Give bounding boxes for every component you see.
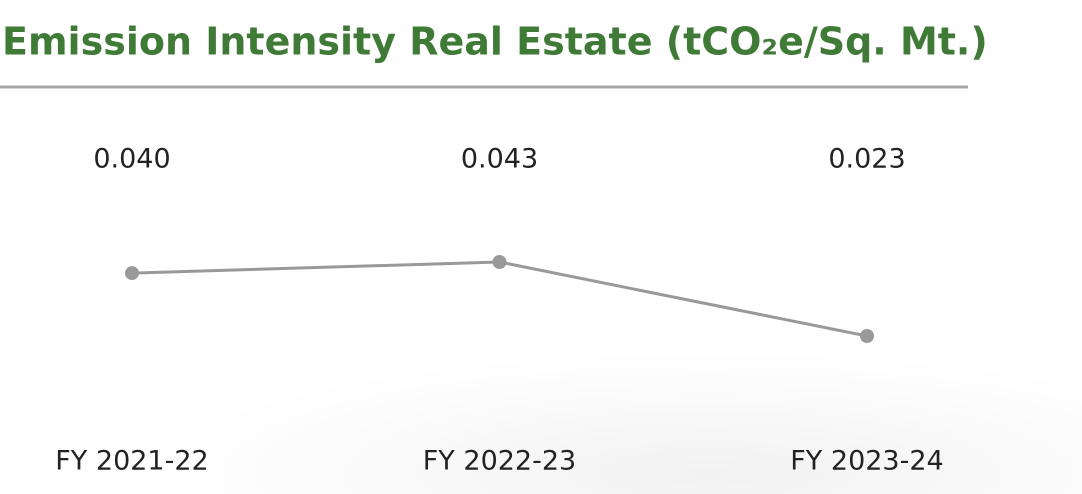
value-label: 0.040 [93, 144, 170, 175]
point [492, 255, 507, 269]
x-tick-label: FY 2023-24 [790, 446, 943, 477]
x-tick-label: FY 2021-22 [55, 446, 208, 477]
point [860, 329, 874, 343]
x-tick-label: FY 2022-23 [423, 446, 576, 477]
chart-title: Emission Intensity Real Estate (tCO₂e/Sq… [2, 20, 988, 64]
value-label: 0.023 [828, 144, 905, 175]
point [125, 266, 139, 281]
background-glow [150, 290, 1082, 494]
value-label: 0.043 [461, 144, 538, 175]
